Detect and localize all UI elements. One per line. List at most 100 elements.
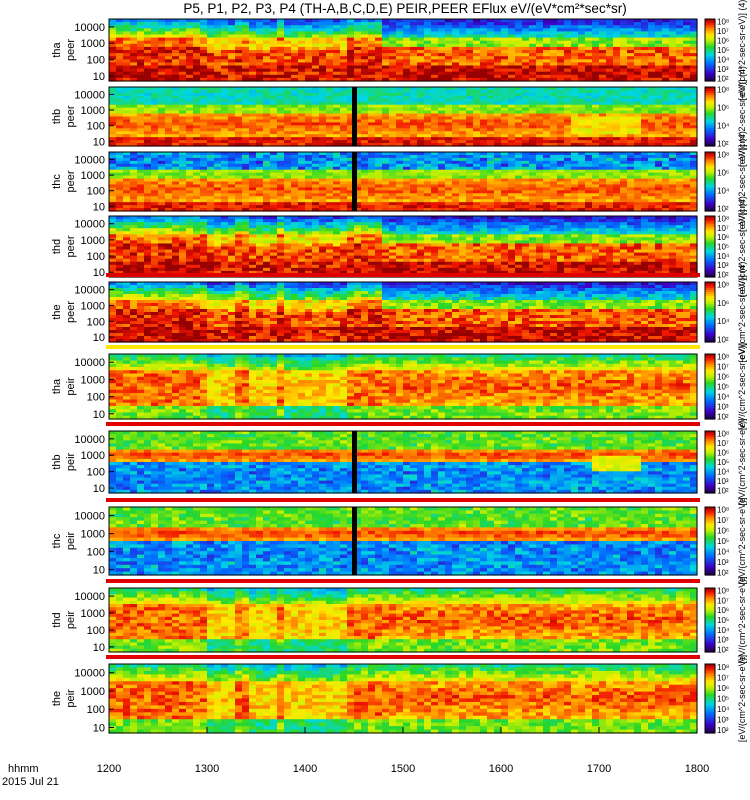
colorbar-label: [eV/(cm^2-sec-sr-eV)] (4) [737, 196, 747, 297]
data-gap [352, 152, 357, 211]
colorbar-label: [eV/(cm^2-sec-sr-eV)] [737, 576, 747, 663]
colorbar-tick-label: 10³ [717, 477, 729, 486]
colorbar-tick-label: 10⁶ [717, 373, 729, 382]
y-tick-label: 10 [93, 71, 105, 83]
colorbar-tick-label: 10⁶ [717, 527, 729, 536]
colorbar-tick-label: 10⁴ [717, 626, 730, 635]
colorbar-tick-label: 10³ [717, 558, 729, 567]
x-axis-date: 2015 Jul 21 [2, 776, 59, 788]
colorbar-tick-label: 10² [717, 487, 729, 496]
colorbar-tick-label: 10⁷ [717, 439, 729, 448]
colorbar-tick-label: 10⁶ [717, 299, 729, 308]
spectrogram-cells [109, 87, 698, 147]
y-tick-label: 100 [87, 186, 105, 198]
panel-label-probe: thd [51, 612, 63, 627]
y-tick-label: 10 [93, 483, 105, 495]
y-tick-label: 10000 [74, 89, 105, 101]
colorbar-tick-label: 10⁴ [717, 705, 730, 714]
x-tick-label: 1300 [195, 763, 219, 775]
colorbar-label: [eV/(cm^2-sec-sr-eV)] (4) [737, 0, 747, 100]
colorbar-tick-label: 10³ [717, 716, 729, 725]
panel-label-species: peir [65, 531, 77, 550]
colorbar-tick-label: 10⁶ [717, 233, 729, 242]
spectrogram-cells [109, 588, 698, 653]
colorbar-frame [704, 215, 716, 278]
colorbar-tick-label: 10⁸ [717, 150, 729, 159]
y-tick-label: 10 [93, 136, 105, 148]
mode-bar [106, 273, 700, 277]
colorbar-tick-label: 10⁴ [717, 392, 730, 401]
y-tick-label: 10 [93, 267, 105, 279]
panel-frame [108, 353, 698, 420]
y-tick-label: 10000 [74, 591, 105, 603]
panel-label-probe: the [51, 691, 63, 706]
colorbar-tick-label: 10⁵ [717, 243, 729, 252]
panel-frame [108, 18, 698, 82]
panel-label-probe: tha [51, 41, 63, 57]
panel-the-peer: 10 100 1000 10000 the peer 10² 10⁴ 10⁶ 10⁸ [eV/(cm… [51, 262, 747, 363]
y-tick-label: 10 [93, 642, 105, 654]
colorbar-tick-label: 10⁸ [717, 353, 729, 362]
data-gap [352, 87, 357, 146]
colorbar-tick-label: 10⁴ [717, 56, 730, 65]
colorbar-tick-label: 10⁶ [717, 448, 729, 457]
colorbar-tick-label: 10⁷ [717, 224, 729, 233]
panel-thd-peir: 10 100 1000 10000 thd peir 10²10³10⁴10⁵10⁶10⁷1… [51, 576, 747, 663]
colorbar-frame [704, 281, 716, 343]
panel-label-probe: the [51, 304, 63, 319]
colorbar-tick-label: 10⁵ [717, 383, 729, 392]
colorbar-tick-label: 10⁴ [717, 317, 730, 326]
colorbar: 10² 10⁴ 10⁶ 10⁸ [eV/(cm^2-sec-sr-eV)] (4) [704, 262, 747, 362]
panel-label-species: peer [65, 235, 77, 257]
colorbar-frame [704, 18, 716, 82]
panel-frame [108, 86, 698, 147]
colorbar-frame [704, 663, 716, 734]
panel-frame [108, 151, 698, 212]
colorbar-tick-label: 10⁵ [717, 537, 729, 546]
mode-bar [106, 345, 700, 349]
colorbar-tick-label: 10³ [717, 65, 729, 74]
panel-thb-peer: 10 100 1000 10000 thb peer 10² 10⁴ 10⁶ 10⁸ [eV/(cm… [51, 66, 747, 167]
colorbar-tick-label: 10³ [717, 402, 729, 411]
colorbar-tick-label: 10⁸ [717, 663, 729, 672]
y-tick-label: 100 [87, 251, 105, 263]
colorbar-frame [704, 430, 716, 494]
chart-title: P5, P1, P2, P3, P4 (TH-A,B,C,D,E) PEIR,P… [183, 1, 626, 16]
colorbar-label: [eV/(cm^2-sec-sr-eV)] (4) [737, 66, 747, 167]
panel-label-species: peer [65, 39, 77, 61]
colorbar-tick-label: 10⁵ [717, 46, 729, 55]
panel-label-probe: thb [51, 109, 63, 124]
y-tick-label: 1000 [81, 529, 105, 541]
colorbar-label: [eV/(cm^2-sec-sr-eV)] [737, 497, 747, 584]
x-tick-label: 1600 [489, 763, 513, 775]
colorbar: 10² 10⁴ 10⁶ 10⁸ [eV/(cm^2-sec-sr-eV)] (4) [704, 131, 747, 232]
y-tick-label: 10000 [74, 154, 105, 166]
panel-label-probe: tha [51, 378, 63, 394]
colorbar-tick-label: 10⁶ [717, 36, 729, 45]
y-tick-label: 10000 [74, 357, 105, 369]
colorbar-tick-label: 10⁷ [717, 363, 729, 372]
panel-label-species: peir [65, 452, 77, 471]
spectrogram-cells [109, 152, 698, 212]
y-tick-label: 10000 [74, 434, 105, 446]
panel-label-species: peir [65, 610, 77, 629]
panel-label-probe: thd [51, 239, 63, 254]
data-gap [352, 431, 357, 493]
spectrogram-cells [109, 507, 698, 576]
spectrogram-cells [109, 216, 698, 278]
y-tick-label: 1000 [81, 235, 105, 247]
y-tick-label: 100 [87, 121, 105, 133]
colorbar-label: [eV/(cm^2-sec-sr-eV)] (4) [737, 131, 747, 232]
panel-thb-peir: 10 100 1000 10000 thb peir 10²10³10⁴10⁵10⁶10⁷1… [51, 418, 747, 505]
spectrogram-cells [109, 354, 698, 420]
y-tick-label: 1000 [81, 170, 105, 182]
